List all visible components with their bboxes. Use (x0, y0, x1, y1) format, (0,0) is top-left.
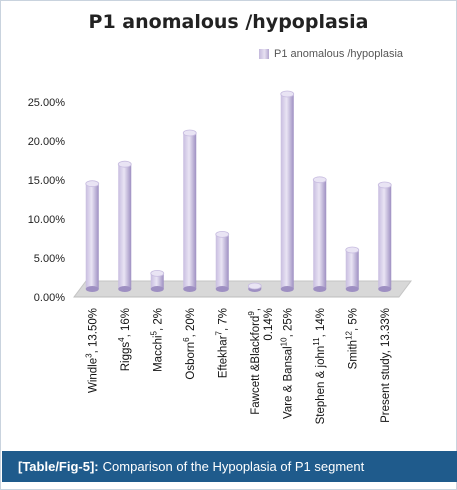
x-tick-label-line2: 0.14% (263, 308, 275, 341)
y-tick-label: 5.00% (34, 253, 65, 265)
bar (247, 282, 262, 292)
y-tick-label: 15.00% (28, 175, 66, 187)
x-tick-label: Osborn6, 20% (182, 308, 197, 380)
x-tick-label: Stephen & john11, 14% (312, 308, 327, 424)
bar (377, 181, 392, 292)
x-tick-label: Windle3, 13.50% (84, 308, 99, 393)
x-tick-label: Smith12, 5% (344, 308, 359, 369)
x-tick-label: Vare & Bansal10, 25% (279, 308, 294, 419)
legend-swatch (259, 49, 269, 59)
bar (182, 129, 197, 292)
figure-caption: [Table/Fig-5]: Comparison of the Hypopla… (2, 451, 457, 482)
x-tick-label: Fawcett &Blackford9, (247, 308, 262, 415)
bar (215, 230, 230, 292)
legend-label: P1 anomalous /hypoplasia (274, 48, 404, 60)
bar (117, 160, 132, 292)
y-tick-label: 10.00% (28, 214, 66, 226)
y-tick-label: 20.00% (28, 136, 66, 148)
caption-tag: [Table/Fig-5]: (18, 459, 99, 474)
legend: P1 anomalous /hypoplasia (259, 48, 403, 60)
x-tick-label: Present study, 13.33% (380, 308, 392, 423)
bar-chart: 0.00% 5.00% 10.00% 15.00% 20.00% 25.00% Windle… (28, 90, 412, 424)
bar (85, 180, 100, 292)
bar (312, 176, 327, 292)
chart-title: P1 anomalous /hypoplasia (88, 11, 369, 33)
bar (280, 90, 295, 292)
caption-text: Comparison of the Hypoplasia of P1 segme… (102, 459, 365, 474)
x-tick-label: Eftekhar7, 7% (214, 308, 229, 378)
x-tick-label: Macchi5, 2% (149, 308, 164, 372)
y-tick-label: 25.00% (28, 97, 66, 109)
bar (345, 246, 360, 292)
bar (150, 269, 165, 292)
x-tick-label: Riggs4, 16% (117, 308, 132, 371)
y-tick-label: 0.00% (34, 292, 65, 304)
